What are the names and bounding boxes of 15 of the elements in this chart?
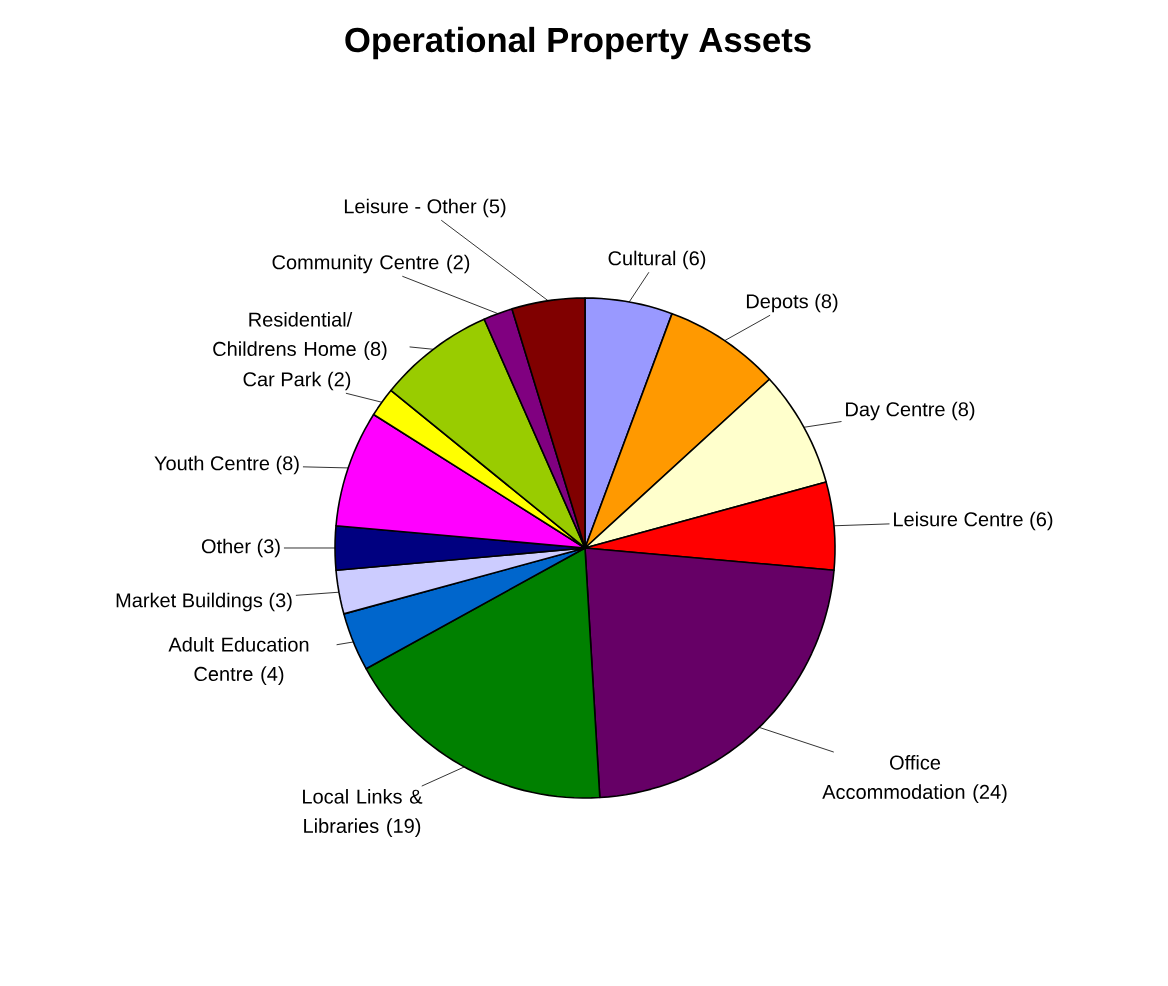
slice-label: Office Accommodation (24) xyxy=(822,755,1007,803)
slice-label: Cultural (6) xyxy=(608,250,706,270)
slice-label: Depots (8) xyxy=(746,293,838,313)
slice-label: Market Buildings (3) xyxy=(116,592,292,612)
slice-label: Residential/ Childrens Home (8) xyxy=(213,312,387,360)
slice-label: Car Park (2) xyxy=(243,371,351,391)
slice-label: Other (3) xyxy=(201,538,280,558)
slice-label: Community Centre (2) xyxy=(272,254,470,274)
slice-label: Leisure - Other (5) xyxy=(344,198,506,218)
legend-label: Adult Education Centre (4) xyxy=(168,637,309,685)
chart-title: Operational Property Assets xyxy=(345,26,811,60)
slice-label: Local Links & Libraries (19) xyxy=(303,789,423,837)
slice-label: Youth Centre (8) xyxy=(154,455,299,475)
slice-label: Day Centre (8) xyxy=(846,401,975,421)
slice-label: Leisure Centre (6) xyxy=(894,511,1053,531)
